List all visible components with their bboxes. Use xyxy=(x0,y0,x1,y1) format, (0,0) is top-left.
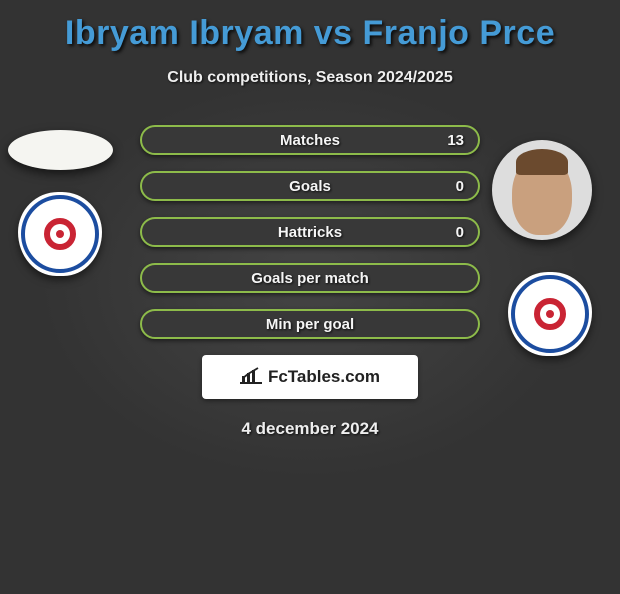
stat-label: Hattricks xyxy=(278,224,342,241)
stat-label: Min per goal xyxy=(266,316,354,333)
page-subtitle: Club competitions, Season 2024/2025 xyxy=(0,69,620,87)
stat-value-right: 0 xyxy=(456,224,464,241)
stat-label: Goals xyxy=(289,178,331,195)
page-title: Ibryam Ibryam vs Franjo Prce xyxy=(0,14,620,53)
stat-row-goals: Goals 0 xyxy=(140,171,480,201)
stat-label: Matches xyxy=(280,132,340,149)
stat-label: Goals per match xyxy=(251,270,369,287)
stat-value-right: 0 xyxy=(456,178,464,195)
stat-value-right: 13 xyxy=(447,132,464,149)
stat-row-matches: Matches 13 xyxy=(140,125,480,155)
stat-row-hattricks: Hattricks 0 xyxy=(140,217,480,247)
brand-badge: FcTables.com xyxy=(202,355,418,399)
chart-icon xyxy=(240,366,262,389)
brand-text: FcTables.com xyxy=(268,367,380,387)
stat-row-goals-per-match: Goals per match xyxy=(140,263,480,293)
date-text: 4 december 2024 xyxy=(0,419,620,439)
stat-row-min-per-goal: Min per goal xyxy=(140,309,480,339)
stats-container: Matches 13 Goals 0 Hattricks 0 Goals per… xyxy=(0,125,620,439)
